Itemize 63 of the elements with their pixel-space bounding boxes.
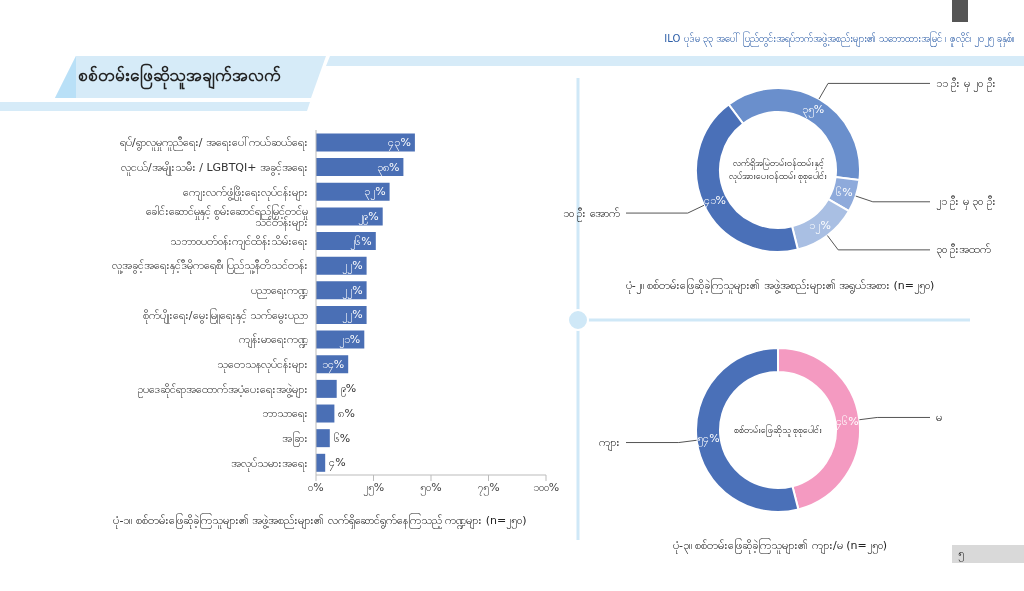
x-tick-label: ၁၀၀% [532,480,560,494]
y-tick-label: ရပ်/ရွာလူမှုကူညီရေး/ အရေးပေါ်ကယ်ဆယ်ရေး [120,136,308,152]
bar [316,281,367,300]
data-label: ၂၂% [342,308,363,324]
data-label: ၂၆% [350,234,372,250]
text: စစ်တမ်းဖြေဆိုသူအချက်အလက် [78,64,281,89]
bar [316,404,335,423]
bar [316,305,367,324]
bar [316,182,390,201]
data-label: ၂၂% [342,259,363,275]
bar [316,256,367,275]
data-label: ၉% [340,382,357,398]
data-label: ၄၁% [703,193,727,209]
data-label: ၃၂% [364,185,386,201]
bar [316,133,415,152]
y-tick-label: လူ့အခွင့်အရေးနှင့်ဒီမိုကရေစီ၊ ပြည်သူ့နီတိသင်တန်း [111,258,308,275]
slice-label: ၁၀ ဦး အောက် [563,206,620,222]
text: ၅ [958,546,964,562]
text: ပုံ-၃။ စစ်တမ်းဖြေဆိုခဲ့ကြသူများ၏ ကျား/မ (n=၂၅၀) [673,539,887,552]
data-label: ၄၆% [836,414,859,430]
text: လက်ရှိအမြဲတမ်းဝန်ထမ်းနှင့် လုပ်အားပေးဝန်ထမ်း စုစုပေါင်း [727,157,829,185]
y-tick-label: သဘာဝပတ်ဝန်းကျင်ထိန်းသိမ်းရေး [170,234,308,250]
y-tick-label: ကျန်းမာရေးကဏ္ဍ [239,333,308,349]
x-tick-label: ၀% [308,480,324,494]
x-tick-label: ၅၀% [420,480,442,496]
bar [316,379,337,398]
data-label: ၁၄% [321,357,345,373]
data-label: ၂၂% [342,283,363,299]
y-tick-label: ကျေးလက်ဖွံ့ဖြိုးရေးလုပ်ငန်းများ [183,184,308,201]
bar [316,207,383,226]
data-label: ၁၂% [809,219,831,235]
slice-label: ၁၁ ဦး မှ ၂၀ ဦး [936,76,996,92]
y-tick-label: အလုပ်သမားအရေး [231,456,308,472]
bar [316,158,404,177]
data-label: ၂၉% [358,209,379,225]
text: ILO ပုဒ်မ ၃၃ အပေါ် ပြည်တွင်းအရပ်ဘက်အဖွဲ့အစည်းများ၏ သဘောထားအမြင် ၊ ဇူလိုင်၊ ၂၀၂၅ ခုနှစ်။ [664,32,1014,47]
y-tick-label: ပညာရေးကဏ္ဍ [251,284,308,300]
x-tick-label: ၂၅% [362,480,385,496]
slice-label: ၂၁ ဦး မှ ၃၀ ဦး [936,195,996,211]
data-label: ၅၄% [697,432,720,448]
bar [316,429,330,448]
y-tick-label: ဥပဒေဆိုင်ရာအထောက်အပံ့ပေးရေးအဖွဲ့များ [138,382,308,398]
data-label: ၃၈% [376,160,400,176]
data-label: ၆% [333,431,351,445]
slice-label: ကျား [599,436,620,452]
data-label: ၄၃% [388,135,411,151]
y-tick-label: ခေါင်းဆောင်မှုနှင့် စွမ်းဆောင်ရည်မြှင့်တင်မှု သင်တန်းများ [145,203,308,231]
text: ပုံ-၂။ စစ်တမ်းဖြေဆိုခဲ့ကြသူများ၏ အဖွဲ့အစည်းများ၏ အရွယ်အစား (n=၂၅၀) [624,278,936,294]
text: ပုံ-၁။ စစ်တမ်းဖြေဆိုခဲ့ကြသူများ၏ အဖွဲ့အစည်းများ၏ လက်ရှိဆောင်ရွက်နေကြသည့် ကဏ္ဍများ (n=၂၅၀) [112,513,528,529]
y-tick-label: သုတေသနလုပ်ငန်းများ [217,358,308,374]
data-label: ၂၁% [338,333,361,349]
slice-label: မ [936,410,942,424]
data-label: ၈% [338,407,355,421]
data-label: ၃၅% [801,102,825,118]
data-label: ၄% [329,456,346,472]
x-tick-label: ၇၅% [477,480,500,496]
text: စစ်တမ်းဖြေဆိုသူ စုစုပေါင်း [732,423,824,439]
y-tick-label: စိုက်ပျိုးရေး/မွေးမြူရေးနှင့် သက်မွေးပညာ [142,307,308,324]
y-tick-label: အခြား [282,430,308,447]
y-tick-label: ဘာသာရေး [262,407,308,423]
data-label: ၆% [836,185,853,199]
y-tick-label: လူငယ်/အမျိုးသမီး / LGBTQI+ အခွင့်အရေး [121,160,308,176]
slice-label: ၃၀ ဦးအထက် [936,243,992,259]
